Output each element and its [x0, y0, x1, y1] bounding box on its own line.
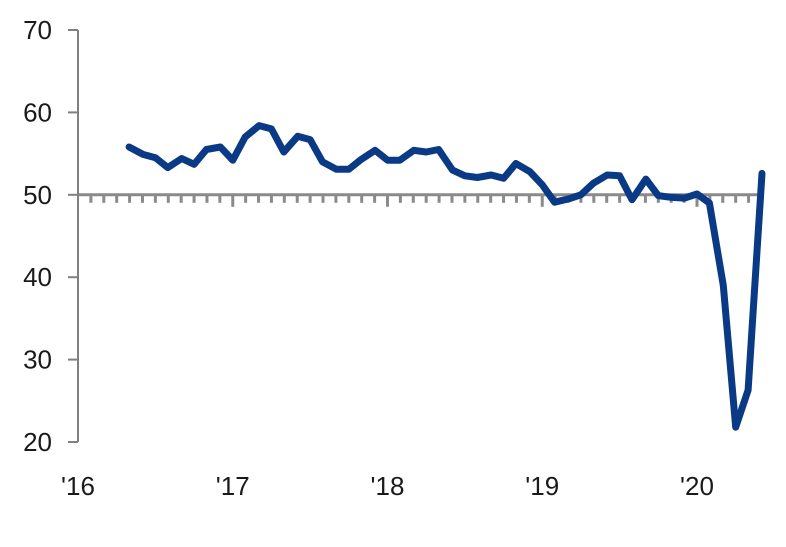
- data-point: [231, 158, 235, 162]
- data-point: [475, 175, 479, 179]
- data-point: [760, 171, 764, 175]
- data-point: [243, 135, 247, 139]
- x-tick-label: '19: [525, 471, 559, 501]
- data-point: [656, 194, 660, 198]
- data-point: [734, 425, 738, 429]
- data-point: [721, 283, 725, 287]
- data-point: [489, 173, 493, 177]
- data-point: [591, 181, 595, 185]
- data-point: [127, 145, 131, 149]
- data-point: [528, 170, 532, 174]
- data-point: [398, 158, 402, 162]
- data-point: [218, 145, 222, 149]
- data-point: [502, 176, 506, 180]
- data-point: [153, 156, 157, 160]
- data-point: [567, 197, 571, 201]
- y-tick-label: 30: [23, 345, 52, 375]
- data-point: [618, 174, 622, 178]
- data-point: [180, 157, 184, 161]
- data-point: [605, 173, 609, 177]
- series-layer: [125, 122, 766, 431]
- data-point: [347, 167, 351, 171]
- x-tick-label: '17: [216, 471, 250, 501]
- data-point: [437, 147, 441, 151]
- data-point: [269, 127, 273, 131]
- data-point: [166, 166, 170, 170]
- data-point: [746, 388, 750, 392]
- data-point: [463, 174, 467, 178]
- data-point: [695, 192, 699, 196]
- data-point: [321, 160, 325, 164]
- data-point: [644, 177, 648, 181]
- data-point: [308, 138, 312, 142]
- data-point: [450, 168, 454, 172]
- data-point: [540, 183, 544, 187]
- data-point: [296, 134, 300, 138]
- y-tick-label: 40: [23, 262, 52, 292]
- data-point: [386, 158, 390, 162]
- data-point: [514, 161, 518, 165]
- data-point: [630, 198, 634, 202]
- data-point: [553, 200, 557, 204]
- data-point: [412, 148, 416, 152]
- data-point: [424, 150, 428, 154]
- y-tick-label: 70: [23, 15, 52, 45]
- data-point: [707, 201, 711, 205]
- y-tick-label: 20: [23, 427, 52, 457]
- axis-layer: [68, 29, 79, 443]
- data-point: [334, 167, 338, 171]
- data-point: [192, 162, 196, 166]
- series-line: [125, 122, 766, 431]
- data-point: [204, 147, 208, 151]
- y-tick-label: 50: [23, 180, 52, 210]
- data-point: [282, 150, 286, 154]
- data-point: [373, 148, 377, 152]
- data-point: [683, 196, 687, 200]
- x-tick-label: '16: [61, 471, 95, 501]
- data-point: [257, 124, 261, 128]
- x-tick-label: '18: [371, 471, 405, 501]
- data-point: [579, 193, 583, 197]
- data-point: [359, 157, 363, 161]
- x-tick-label: '20: [680, 471, 714, 501]
- data-point: [669, 195, 673, 199]
- label-layer: 20 30 40 50 60 70 '16 '17 '18 '19 '20: [23, 15, 714, 501]
- data-point: [141, 152, 145, 156]
- y-tick-label: 60: [23, 97, 52, 127]
